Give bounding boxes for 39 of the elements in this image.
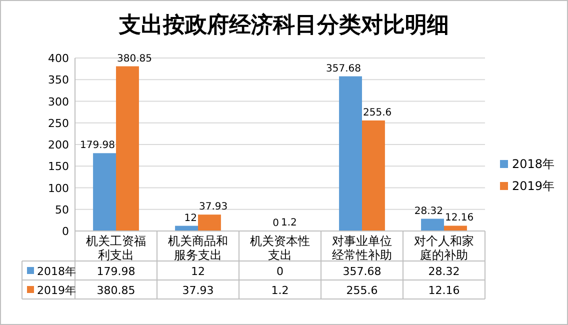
data-label: 255.6 bbox=[346, 284, 378, 297]
text: 255.6 bbox=[363, 107, 392, 118]
text: 12.16 bbox=[445, 212, 474, 224]
x-tick-label: 机关工资福利支出 bbox=[86, 234, 146, 262]
y-tick-label: 150 bbox=[48, 160, 69, 174]
x-tick-label: 机关商品和服务支出 bbox=[168, 234, 228, 262]
data-label: 357.68 bbox=[342, 265, 382, 278]
legend-label: 2019年 bbox=[512, 179, 555, 193]
y-tick-label: 100 bbox=[48, 182, 69, 195]
data-label: 12.16 bbox=[428, 284, 460, 297]
data-label: 0 bbox=[276, 265, 284, 278]
y-tick-label: 250 bbox=[48, 116, 69, 130]
text: 357.68 bbox=[326, 63, 361, 74]
legend-label: 2018年 bbox=[37, 265, 76, 278]
data-label: 37.93 bbox=[182, 284, 214, 297]
x-tick-label: 对事业单位经常性补助 bbox=[332, 234, 392, 262]
text: 1.2 bbox=[281, 217, 297, 228]
y-tick-label: 50 bbox=[55, 203, 69, 216]
data-label: 179.98 bbox=[96, 265, 136, 278]
x-tick-label: 机关资本性支出 bbox=[250, 234, 310, 262]
text: 179.98 bbox=[80, 140, 115, 152]
y-tick-label: 400 bbox=[48, 52, 69, 65]
data-label: 28.32 bbox=[428, 265, 460, 278]
text: 380.85 bbox=[117, 53, 152, 64]
text: 12 bbox=[184, 212, 197, 224]
data-label: 12 bbox=[191, 265, 205, 278]
text: 2019年 bbox=[37, 284, 76, 297]
text: 0 bbox=[272, 218, 279, 229]
text: 37.93 bbox=[199, 202, 228, 213]
text: 28.32 bbox=[414, 206, 443, 217]
text: 2018年 bbox=[512, 157, 555, 171]
y-tick-label: 200 bbox=[48, 138, 69, 152]
y-tick-label: 300 bbox=[48, 95, 69, 108]
y-tick-label: 350 bbox=[48, 74, 69, 87]
chart-title: 支出按政府经济科目分类对比明细 bbox=[118, 12, 449, 38]
y-tick-label: 0 bbox=[62, 225, 69, 238]
x-tick-label: 对个人和家庭的补助 bbox=[414, 234, 474, 262]
data-label: 1.2 bbox=[271, 284, 289, 297]
data-label: 380.85 bbox=[96, 284, 136, 297]
